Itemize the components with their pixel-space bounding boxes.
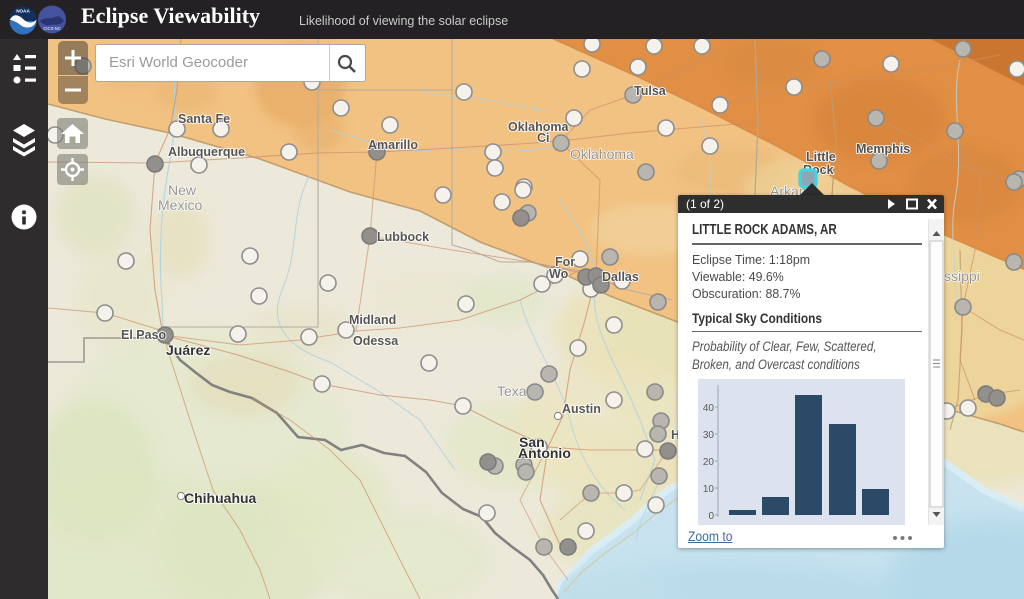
svg-text:Memphis: Memphis bbox=[856, 142, 910, 156]
svg-text:Oklahoma: Oklahoma bbox=[570, 146, 634, 162]
svg-text:Dallas: Dallas bbox=[602, 270, 639, 284]
svg-text:For: For bbox=[555, 255, 575, 269]
svg-text:H: H bbox=[671, 428, 680, 442]
svg-text:Chihuahua: Chihuahua bbox=[184, 490, 257, 506]
svg-text:30: 30 bbox=[703, 430, 715, 441]
svg-text:40: 40 bbox=[703, 403, 715, 414]
svg-text:San: San bbox=[519, 434, 545, 450]
svg-text:El Paso: El Paso bbox=[121, 328, 167, 342]
svg-text:Ci: Ci bbox=[537, 131, 550, 145]
svg-text:Antonio: Antonio bbox=[518, 445, 571, 461]
svg-text:Wo: Wo bbox=[549, 267, 569, 281]
svg-text:Amarillo: Amarillo bbox=[368, 138, 418, 152]
svg-text:20: 20 bbox=[703, 457, 715, 468]
svg-text:Santa Fe: Santa Fe bbox=[178, 112, 230, 126]
svg-text:Oklahoma: Oklahoma bbox=[508, 120, 569, 134]
svg-text:Lubbock: Lubbock bbox=[377, 230, 429, 244]
svg-text:Austin: Austin bbox=[562, 402, 601, 416]
svg-text:CICS-NC: CICS-NC bbox=[43, 26, 60, 31]
svg-text:10: 10 bbox=[703, 484, 715, 495]
svg-text:0: 0 bbox=[708, 511, 714, 522]
svg-text:Juárez: Juárez bbox=[166, 342, 210, 358]
svg-text:Mexico: Mexico bbox=[158, 197, 203, 213]
svg-text:NOAA: NOAA bbox=[16, 9, 30, 14]
svg-text:Tulsa: Tulsa bbox=[634, 84, 667, 98]
svg-text:Odessa: Odessa bbox=[353, 334, 399, 348]
svg-text:New: New bbox=[168, 182, 197, 198]
svg-text:ssippi: ssippi bbox=[944, 268, 980, 284]
svg-text:Midland: Midland bbox=[349, 313, 396, 327]
svg-text:Texa: Texa bbox=[497, 383, 527, 399]
svg-text:Albuquerque: Albuquerque bbox=[168, 145, 245, 159]
svg-text:Little: Little bbox=[806, 150, 836, 164]
